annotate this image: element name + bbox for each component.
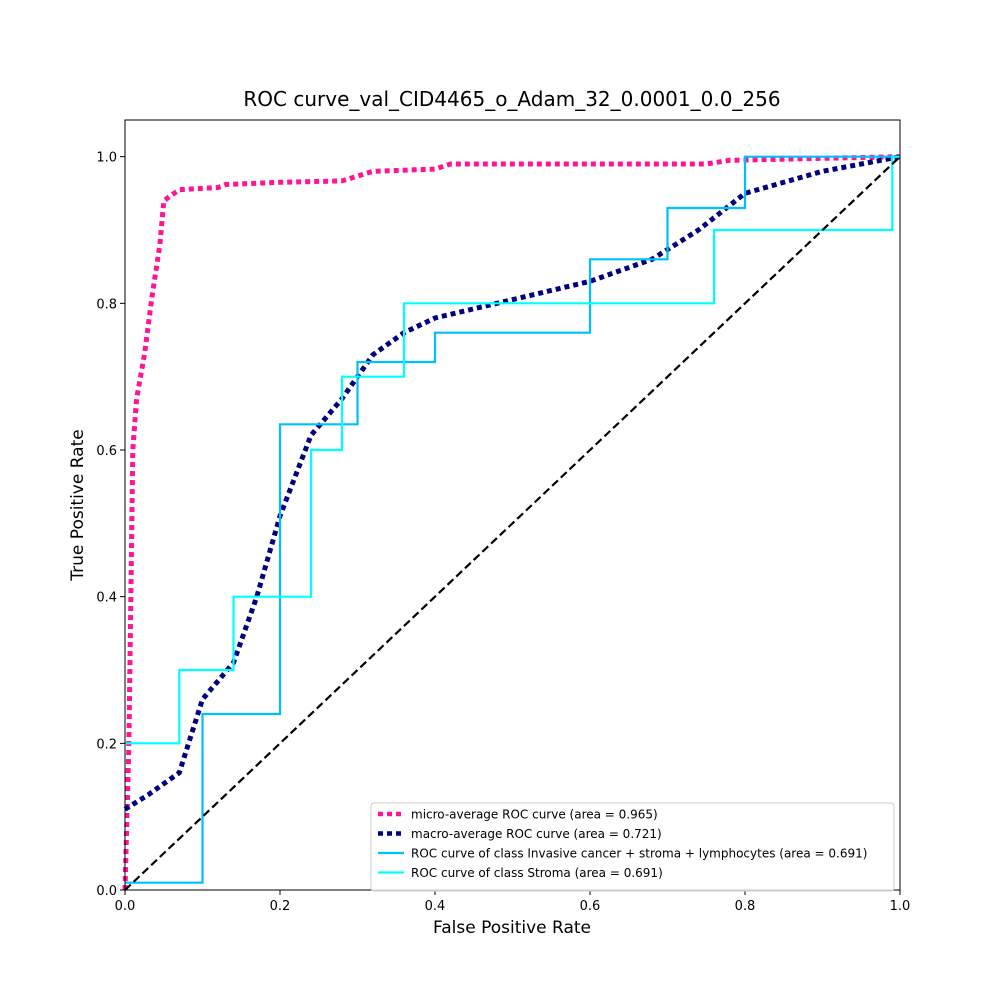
series-line-3 xyxy=(125,155,900,745)
legend: micro-average ROC curve (area = 0.965) ma… xyxy=(370,802,895,892)
x-tick-label: 0.8 xyxy=(735,899,756,914)
y-tick-label: 0.4 xyxy=(96,591,117,606)
series-layer xyxy=(122,154,901,891)
y-tick-label: 0.0 xyxy=(96,884,117,899)
y-tick-label: 1.0 xyxy=(96,151,117,166)
legend-label-2: ROC curve of class Invasive cancer + str… xyxy=(411,847,867,861)
x-tick-label: 0.6 xyxy=(580,899,601,914)
chart-title: ROC curve_val_CID4465_o_Adam_32_0.0001_0… xyxy=(243,87,780,111)
series-line-0 xyxy=(122,154,901,891)
y-tick-label: 0.8 xyxy=(96,297,117,312)
x-tick-label: 0.2 xyxy=(270,899,291,914)
chance-diagonal-line xyxy=(124,155,901,891)
x-axis: 0.0 0.2 0.4 0.6 0.8 1.0 xyxy=(115,890,911,914)
y-axis: 0.0 0.2 0.4 0.6 0.8 1.0 xyxy=(96,151,125,899)
y-tick-label: 0.6 xyxy=(96,444,117,459)
x-tick-label: 0.4 xyxy=(425,899,446,914)
x-axis-label: False Positive Rate xyxy=(433,918,591,938)
legend-label-1: macro-average ROC curve (area = 0.721) xyxy=(411,827,662,841)
series-line-2 xyxy=(125,155,900,884)
legend-box xyxy=(370,802,895,892)
legend-label-3: ROC curve of class Stroma (area = 0.691) xyxy=(411,866,663,880)
y-axis-label: True Positive Rate xyxy=(68,429,88,581)
plot-frame xyxy=(124,119,901,891)
x-tick-label: 0.0 xyxy=(115,899,136,914)
x-tick-label: 1.0 xyxy=(890,899,911,914)
series-line-1 xyxy=(123,154,901,812)
legend-label-0: micro-average ROC curve (area = 0.965) xyxy=(411,808,658,822)
y-tick-label: 0.2 xyxy=(96,737,117,752)
